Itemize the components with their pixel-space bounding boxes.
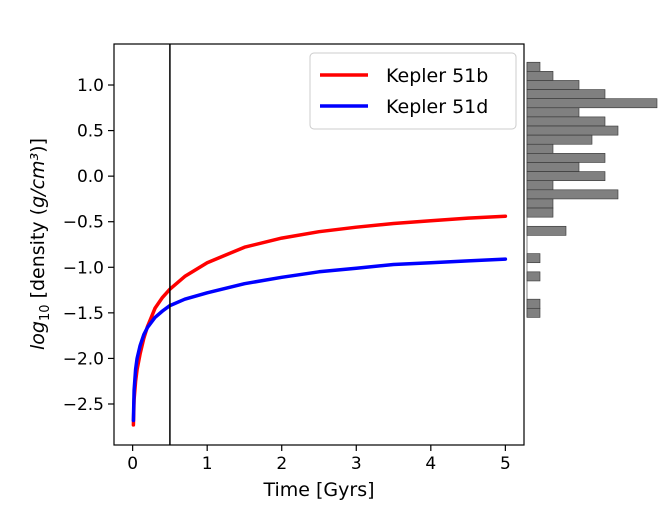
y-axis-label: log10 [density (g/cm³)] xyxy=(27,138,53,350)
histogram-bar xyxy=(526,71,554,81)
x-tick-label: 3 xyxy=(351,454,362,474)
main-plot: 0 1 2 3 4 5 −2.5 −2.0 −1.5 −1.0 −0.5 0.0 0.5 1.0 Tim… xyxy=(27,43,525,501)
histogram-bar xyxy=(526,307,541,318)
histogram-bar xyxy=(526,198,554,209)
density-histogram xyxy=(526,61,658,318)
histogram-bar xyxy=(526,116,606,127)
histogram-bar xyxy=(526,107,580,118)
histogram-bar xyxy=(526,271,541,282)
x-tick-label: 1 xyxy=(202,454,213,474)
histogram-bar xyxy=(526,171,606,182)
histogram-bar xyxy=(526,180,554,191)
histogram-bar xyxy=(526,61,541,72)
histogram-bar xyxy=(526,207,554,218)
x-tick-label: 5 xyxy=(500,454,511,474)
histogram-bar xyxy=(526,225,567,236)
histogram-bar xyxy=(526,80,580,90)
y-tick-label: 1.0 xyxy=(77,76,104,96)
histogram-bar xyxy=(526,89,606,99)
legend-label-kepler-51d: Kepler 51d xyxy=(386,96,488,118)
y-tick-label: −1.5 xyxy=(63,304,104,324)
x-tick-label: 2 xyxy=(276,454,287,474)
histogram-bar xyxy=(526,162,580,172)
y-tick-label: −2.0 xyxy=(63,349,104,369)
y-tick-label: 0.5 xyxy=(77,122,104,142)
y-tick-label: −1.0 xyxy=(63,258,104,278)
histogram-bar xyxy=(526,189,619,200)
x-axis-label: Time [Gyrs] xyxy=(262,479,374,501)
series-layer xyxy=(131,214,508,427)
legend: Kepler 51b Kepler 51d xyxy=(309,52,517,130)
x-tick-label: 4 xyxy=(425,454,436,474)
histogram-bar xyxy=(526,98,658,109)
y-tick-label: −0.5 xyxy=(63,213,104,233)
histogram-bar xyxy=(526,125,619,136)
plot-frame xyxy=(113,43,525,446)
y-tick-label: 0.0 xyxy=(77,167,104,187)
legend-box xyxy=(309,52,517,130)
x-axis-ticks: 0 1 2 3 4 5 xyxy=(127,445,511,474)
x-tick-label: 0 xyxy=(127,454,138,474)
legend-label-kepler-51b: Kepler 51b xyxy=(386,65,488,87)
y-tick-label: −2.5 xyxy=(63,395,104,415)
histogram-bar xyxy=(526,153,606,163)
series-line-kepler-51d xyxy=(131,257,508,423)
y-axis-ticks: −2.5 −2.0 −1.5 −1.0 −0.5 0.0 0.5 1.0 xyxy=(63,76,114,415)
histogram-bar xyxy=(526,298,541,309)
histogram-bar xyxy=(526,134,593,145)
histogram-bar xyxy=(526,253,541,264)
histogram-bar xyxy=(526,143,554,154)
